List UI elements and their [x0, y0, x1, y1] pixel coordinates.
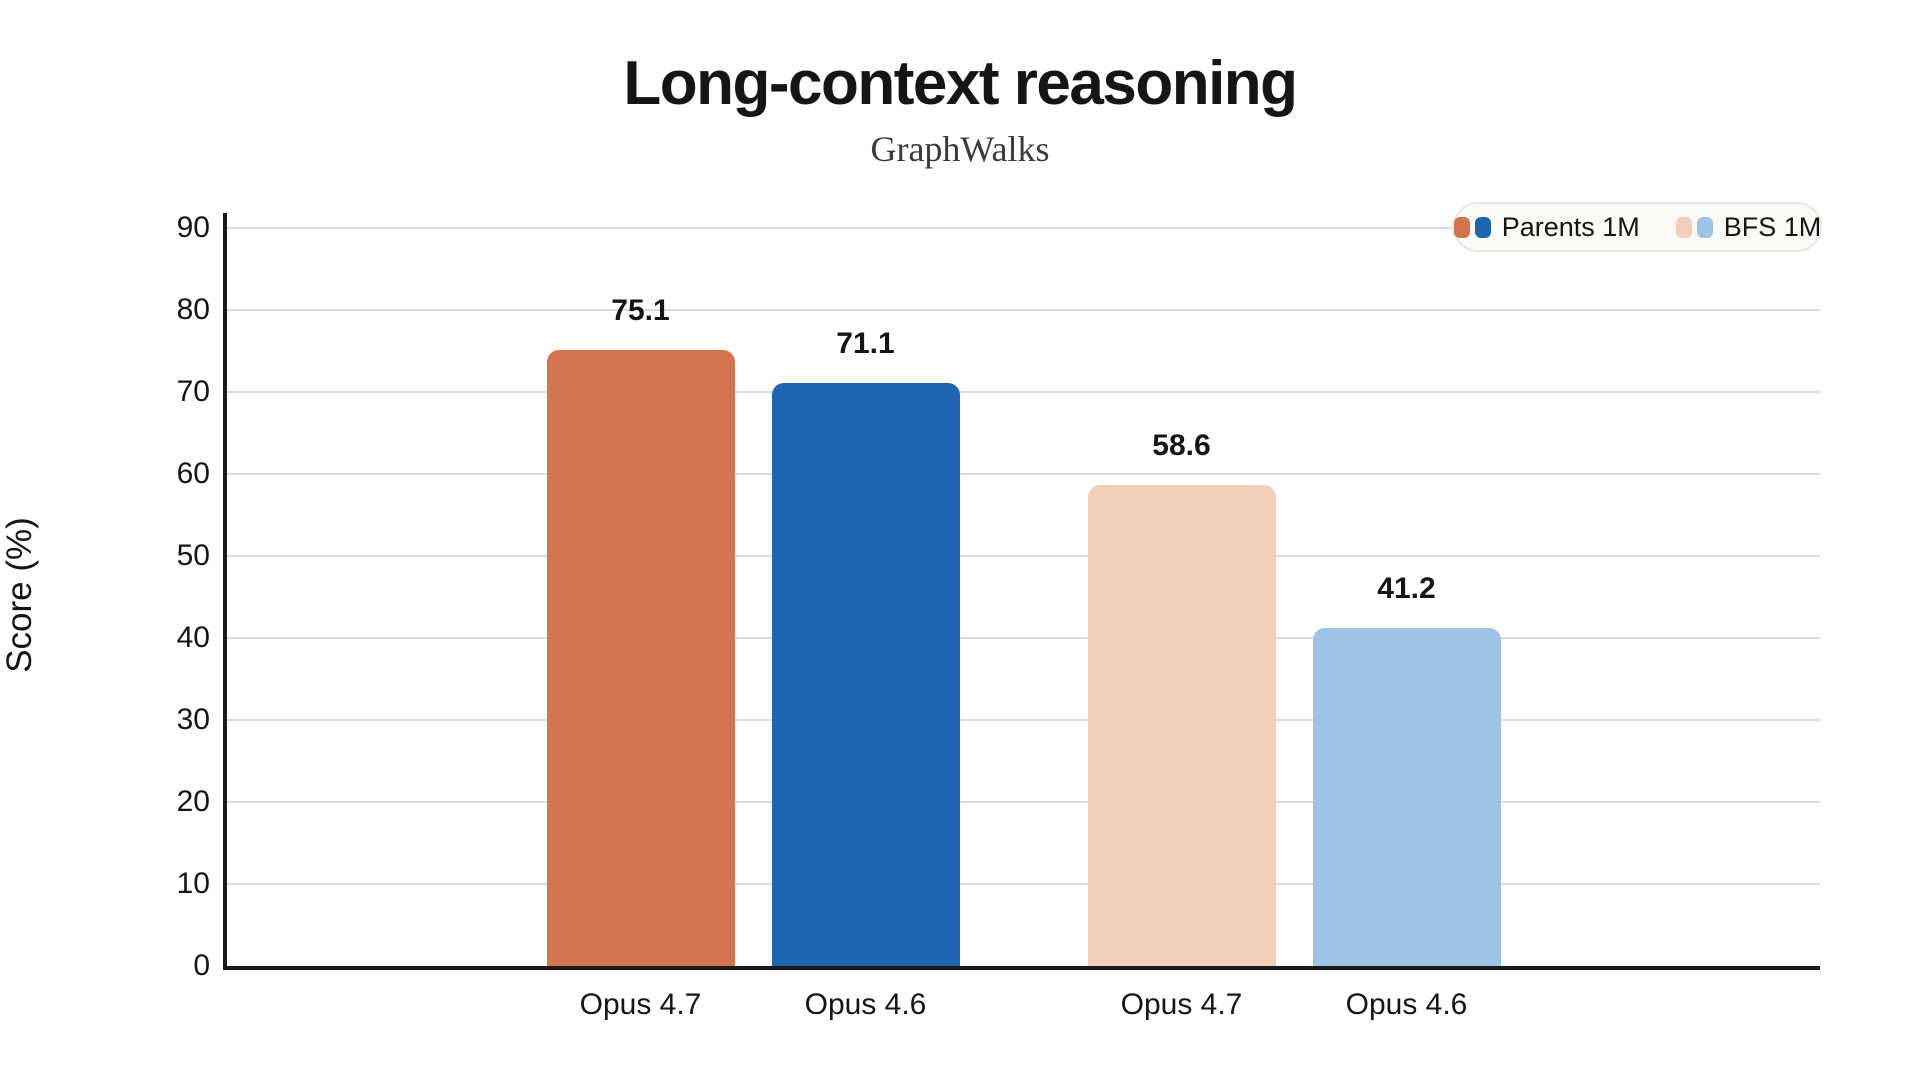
- legend-color-swatch: [1696, 216, 1713, 238]
- chart-title: Long-context reasoning: [623, 49, 1298, 118]
- y-tick-90: 90: [176, 211, 210, 244]
- gridline-30: [227, 719, 1820, 721]
- chart-subtitle: GraphWalks: [870, 129, 1050, 169]
- bar-parents-1m-opus-4.7: [546, 350, 735, 966]
- bar-value-label: 41.2: [1377, 572, 1436, 606]
- gridline-90: [227, 227, 1820, 229]
- legend-color-swatch: [1675, 216, 1692, 238]
- y-tick-50: 50: [176, 539, 210, 572]
- gridline-40: [227, 637, 1820, 639]
- y-tick-60: 60: [176, 457, 210, 490]
- y-axis-label: Score (%): [0, 517, 39, 673]
- legend-label: Parents 1M: [1501, 211, 1640, 242]
- x-axis-label: Opus 4.7: [1120, 988, 1243, 1021]
- legend-item-bfs-1m: BFS 1M: [1675, 211, 1822, 243]
- legend-label: BFS 1M: [1723, 211, 1822, 242]
- bar-value-label: 75.1: [611, 294, 670, 328]
- y-tick-80: 80: [176, 293, 210, 326]
- gridline-50: [227, 555, 1820, 557]
- bar-bfs-1m-opus-4.7: [1087, 485, 1276, 966]
- y-tick-70: 70: [176, 375, 210, 408]
- x-axis-label: Opus 4.6: [804, 988, 927, 1021]
- x-axis-label: Opus 4.6: [1345, 988, 1468, 1021]
- legend-swatches: [1675, 216, 1713, 238]
- x-axis-line: [223, 966, 1820, 970]
- legend-item-parents-1m: Parents 1M: [1453, 211, 1640, 243]
- x-axis-label: Opus 4.7: [579, 988, 702, 1021]
- legend: Parents 1M BFS 1M: [1453, 202, 1822, 252]
- y-tick-20: 20: [176, 785, 210, 818]
- legend-color-swatch: [1453, 216, 1470, 238]
- y-axis-line: [223, 213, 227, 970]
- gridline-20: [227, 801, 1820, 803]
- bar-bfs-1m-opus-4.6: [1312, 628, 1501, 966]
- legend-color-swatch: [1474, 216, 1491, 238]
- bar-value-label: 71.1: [836, 326, 895, 360]
- legend-swatches: [1453, 216, 1491, 238]
- y-tick-40: 40: [176, 621, 210, 654]
- bar-value-label: 58.6: [1152, 429, 1211, 463]
- y-tick-30: 30: [176, 703, 210, 736]
- y-tick-10: 10: [176, 867, 210, 900]
- gridline-80: [227, 309, 1820, 311]
- gridline-60: [227, 473, 1820, 475]
- y-tick-0: 0: [193, 949, 210, 982]
- gridline-10: [227, 883, 1820, 885]
- gridline-70: [227, 391, 1820, 393]
- bar-parents-1m-opus-4.6: [771, 382, 960, 966]
